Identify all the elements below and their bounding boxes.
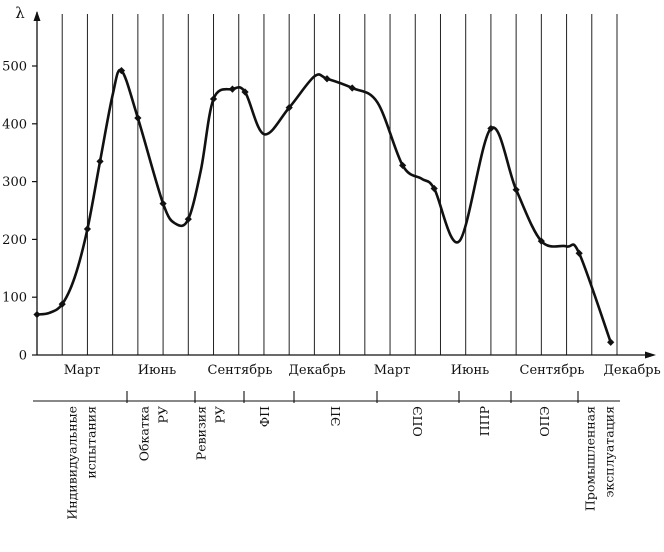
y-tick-label: 400 xyxy=(2,117,27,132)
x-month-label: Март xyxy=(64,363,101,378)
data-point xyxy=(96,157,104,165)
phase-label: Индивидуальные xyxy=(65,406,80,520)
x-month-label: Сентябрь xyxy=(208,363,273,378)
data-point xyxy=(228,85,237,93)
phase-label: РУ xyxy=(156,406,171,423)
data-point xyxy=(134,114,142,122)
data-point xyxy=(348,84,356,92)
x-month-label: Март xyxy=(374,363,411,378)
y-axis-title: λ xyxy=(15,4,25,22)
y-axis-arrow xyxy=(33,11,41,21)
y-tick-label: 500 xyxy=(2,60,27,75)
data-point xyxy=(83,225,92,233)
series-line xyxy=(35,68,612,344)
y-tick-label: 300 xyxy=(2,175,27,190)
y-tick-label: 0 xyxy=(19,349,27,364)
data-point xyxy=(399,161,407,170)
data-point xyxy=(607,338,615,346)
data-point xyxy=(430,184,438,193)
x-month-label: Июнь xyxy=(451,363,489,378)
x-month-label: Декабрь xyxy=(603,363,660,378)
data-point xyxy=(537,237,545,245)
data-point xyxy=(184,215,192,223)
phase-label: РУ xyxy=(213,406,228,423)
x-month-label: Декабрь xyxy=(288,363,345,378)
phase-label: Ревизия xyxy=(194,406,209,460)
phase-label: Промышленная xyxy=(583,406,598,511)
data-point xyxy=(117,67,126,75)
data-point xyxy=(512,186,520,194)
phase-label: эксплуатация xyxy=(602,406,617,498)
data-point xyxy=(33,310,41,319)
phase-label: ОПЭ xyxy=(410,406,425,437)
x-axis-arrow xyxy=(645,351,656,359)
data-point xyxy=(241,88,249,96)
data-point xyxy=(487,124,495,133)
data-point xyxy=(58,300,66,308)
data-point xyxy=(209,95,218,103)
data-point xyxy=(159,199,167,208)
data-point xyxy=(575,249,583,257)
phase-label: испытания xyxy=(84,406,99,479)
phase-label: Обкатка xyxy=(137,405,152,461)
y-tick-label: 200 xyxy=(2,233,27,248)
x-month-label: Июнь xyxy=(138,363,176,378)
phase-label: ППР xyxy=(477,406,492,436)
phase-label: ОПЭ xyxy=(537,406,552,437)
phase-label: ФП xyxy=(257,406,272,427)
x-month-label: Сентябрь xyxy=(520,363,585,378)
phase-label: ЭП xyxy=(328,406,343,427)
data-point xyxy=(285,104,293,112)
data-point xyxy=(323,75,331,83)
y-tick-label: 100 xyxy=(2,291,27,306)
